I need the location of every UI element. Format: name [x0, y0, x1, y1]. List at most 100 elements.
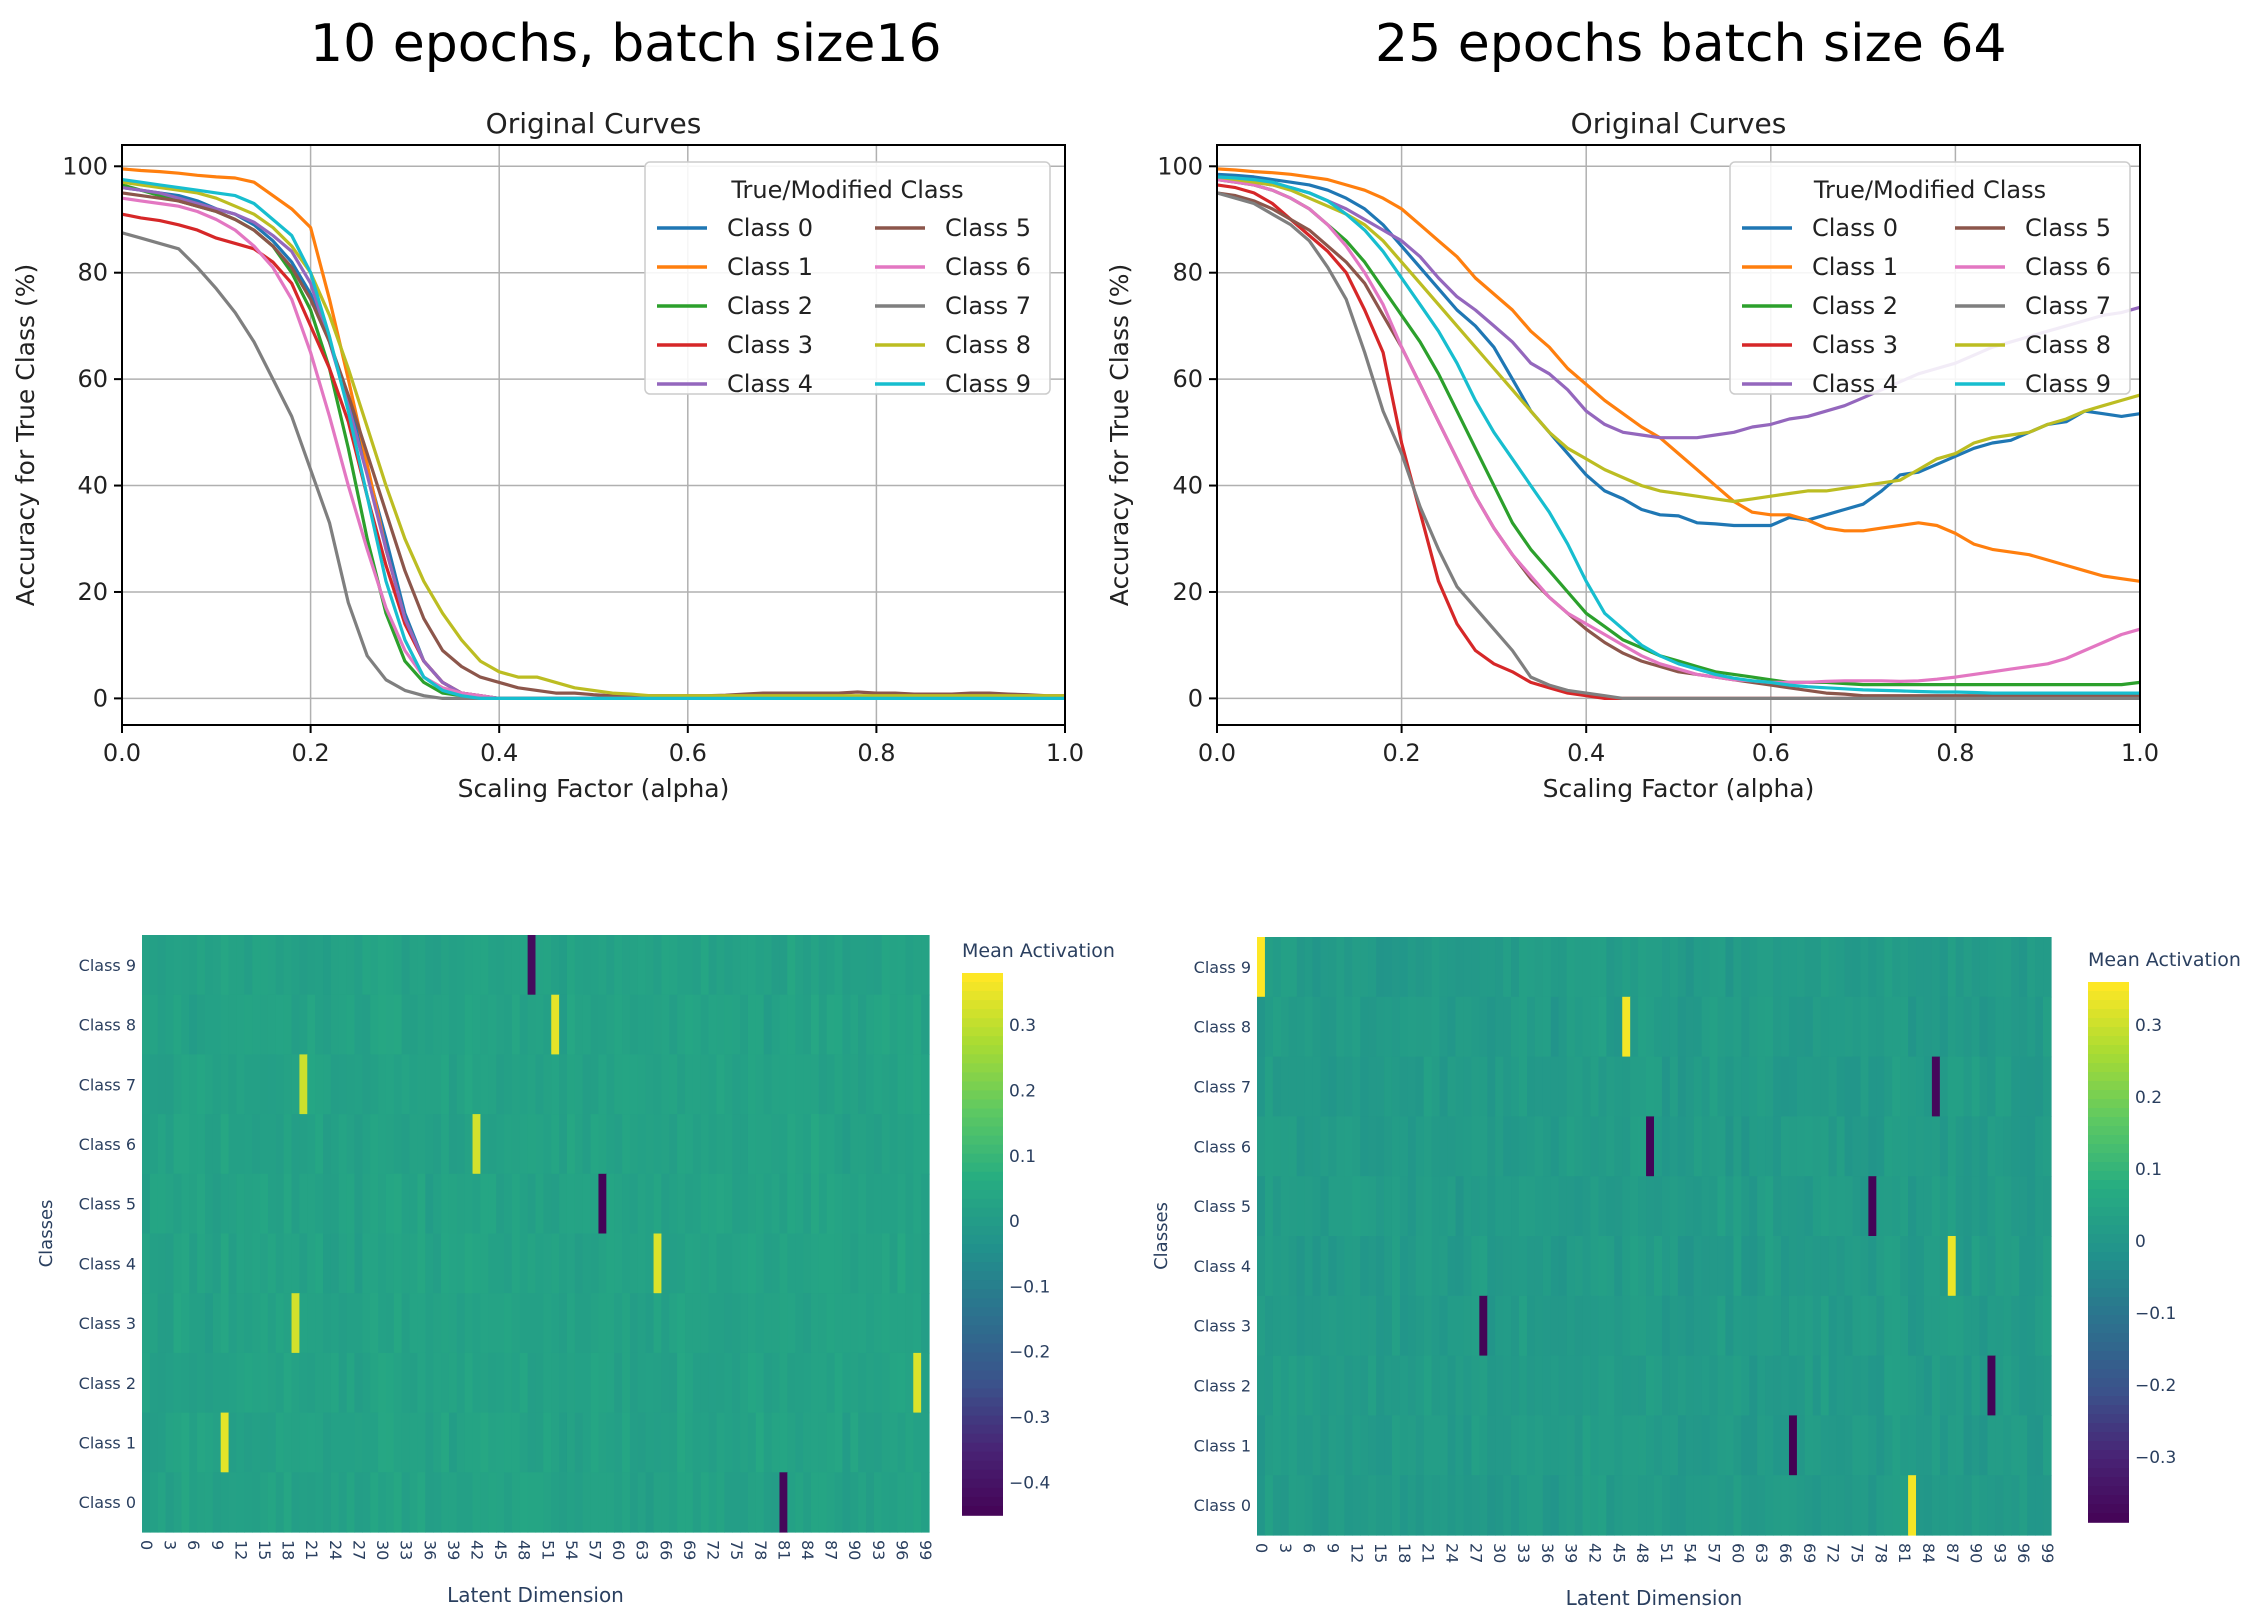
heatmap-cell — [1606, 937, 1615, 998]
heatmap-cell — [543, 935, 552, 996]
heatmap-cell — [716, 935, 725, 996]
heatmap-cell — [1304, 1475, 1314, 1536]
heatmap-cell — [700, 1472, 710, 1533]
heatmap-cell — [1264, 1176, 1274, 1237]
chart-title: Original Curves — [1571, 107, 1787, 140]
colorbar-segment — [2088, 1027, 2129, 1037]
heatmap-cell — [267, 1352, 277, 1414]
heatmap-cell — [181, 1293, 190, 1354]
heatmap-cell — [1757, 1355, 1766, 1416]
heatmap-cell — [1272, 1355, 1282, 1416]
heatmap-cell — [456, 1293, 466, 1354]
heatmap-cell — [1971, 937, 1981, 998]
heatmap-cell — [244, 1472, 253, 1533]
heatmap-cell — [574, 1293, 584, 1354]
heatmap-cell — [1868, 1056, 1877, 1117]
heatmap-cell — [606, 1054, 615, 1115]
heatmap-cell — [1439, 1415, 1449, 1476]
heatmap-cell — [1868, 996, 1877, 1058]
colorbar-segment — [2088, 1468, 2129, 1478]
heatmap-cell — [685, 1173, 694, 1235]
heatmap-cell — [1376, 1236, 1385, 1297]
heatmap-cell — [1439, 937, 1449, 998]
heatmap-cell — [1939, 1475, 1949, 1536]
heatmap-cell — [921, 1412, 930, 1473]
y-tick-label: 40 — [77, 472, 108, 500]
heatmap-cell — [472, 994, 482, 1055]
colorbar-segment — [2088, 1360, 2129, 1370]
heatmap-cell — [511, 1412, 521, 1473]
heatmap-cell — [1471, 1415, 1480, 1476]
heatmap-cell — [1773, 1355, 1782, 1416]
colorbar-tick-label: 0.2 — [2135, 1088, 2162, 1108]
heatmap-cell — [905, 1054, 914, 1115]
heatmap-cell — [669, 1054, 678, 1115]
heatmap-highlight-cell — [1868, 1176, 1877, 1237]
heatmap-cell — [267, 994, 277, 1055]
heatmap-cell — [1479, 1176, 1488, 1237]
heatmap-cell — [551, 1054, 560, 1115]
heatmap-cell — [637, 1233, 647, 1294]
heatmap-cell — [1860, 1295, 1869, 1357]
heatmap-cell — [1479, 937, 1488, 998]
heatmap-cell — [1272, 1056, 1282, 1117]
heatmap-cell — [260, 1173, 269, 1235]
heatmap-cell — [622, 1173, 631, 1235]
heatmap-cell — [1320, 1116, 1330, 1177]
heatmap-cell — [1955, 1355, 1965, 1416]
heatmap-cell — [1344, 1295, 1353, 1357]
heatmap-cell — [1439, 1475, 1449, 1536]
heatmap-cell — [1280, 1295, 1290, 1357]
heatmap-cell — [244, 1352, 253, 1414]
series-line-class-5 — [121, 191, 1065, 698]
heatmap-cell — [574, 1352, 584, 1414]
heatmap-cell — [692, 1233, 702, 1294]
heatmap-cell — [2019, 1415, 2028, 1476]
heatmap-cell — [1368, 1176, 1377, 1237]
row-label: Class 1 — [79, 1433, 136, 1452]
heatmap-cell — [1638, 1056, 1647, 1117]
heatmap-cell — [755, 1412, 765, 1473]
heatmap-cell — [1447, 996, 1457, 1058]
heatmap-cell — [858, 1114, 867, 1175]
heatmap-cell — [905, 1412, 914, 1473]
heatmap-cell — [1852, 1475, 1862, 1536]
heatmap-cell — [2035, 1056, 2044, 1117]
heatmap-cell — [433, 1412, 442, 1473]
heatmap-cell — [1344, 996, 1353, 1058]
heatmap-cell — [1812, 996, 1822, 1058]
heatmap-cell — [1701, 1355, 1711, 1416]
x-tick-label: 15 — [1371, 1543, 1390, 1563]
heatmap-cell — [1812, 1475, 1822, 1536]
heatmap-cell — [1384, 1415, 1393, 1476]
heatmap-cell — [1415, 1176, 1425, 1237]
heatmap-cell — [1582, 1415, 1592, 1476]
heatmap-cell — [779, 1114, 788, 1175]
heatmap-cell — [1749, 1415, 1758, 1476]
heatmap-cell — [566, 1054, 576, 1115]
heatmap-cell — [1582, 996, 1592, 1058]
heatmap-cell — [1550, 1116, 1560, 1177]
heatmap-cell — [1312, 1415, 1322, 1476]
heatmap-cell — [629, 1233, 639, 1294]
heatmap-cell — [511, 935, 521, 996]
heatmap-cell — [685, 1412, 694, 1473]
heatmap-cell — [1677, 1295, 1687, 1357]
heatmap-cell — [1622, 937, 1631, 998]
heatmap-cell — [1892, 1116, 1901, 1177]
heatmap-cell — [409, 1114, 419, 1175]
heatmap-cell — [732, 1173, 741, 1235]
heatmap-cell — [346, 1472, 356, 1533]
heatmap-cell — [472, 1293, 482, 1354]
heatmap-cell — [1407, 1176, 1417, 1237]
heatmap-cell — [645, 1472, 655, 1533]
heatmap-cell — [2027, 1056, 2036, 1117]
heatmap-cell — [1947, 1056, 1957, 1117]
heatmap-cell — [1892, 1295, 1901, 1357]
heatmap-cell — [1630, 1295, 1639, 1357]
heatmap-cell — [291, 1412, 300, 1473]
heatmap-cell — [1685, 1475, 1695, 1536]
legend-label: Class 9 — [945, 370, 1031, 398]
heatmap-cell — [417, 1412, 426, 1473]
